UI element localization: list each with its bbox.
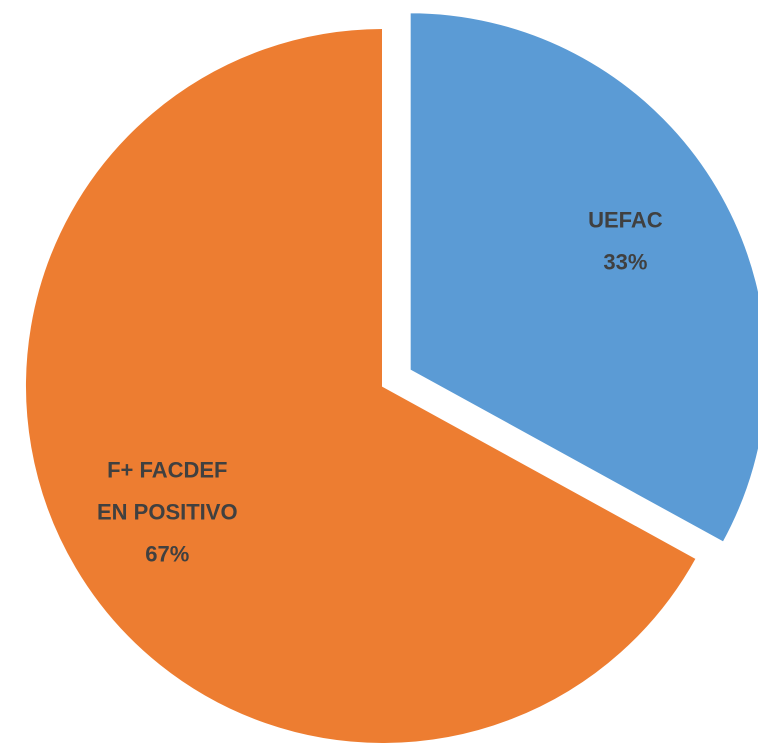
pie-slice bbox=[408, 11, 758, 545]
value-label: 33% bbox=[603, 249, 647, 274]
pie-slice bbox=[24, 26, 699, 744]
slice-label: UEFAC 33% bbox=[588, 207, 663, 274]
value-label: 67% bbox=[145, 541, 189, 566]
category-label: UEFAC bbox=[588, 207, 663, 232]
slice-label: F+ FACDEF EN POSITIVO 67% bbox=[97, 457, 238, 566]
category-label: F+ FACDEF EN POSITIVO bbox=[97, 457, 238, 524]
